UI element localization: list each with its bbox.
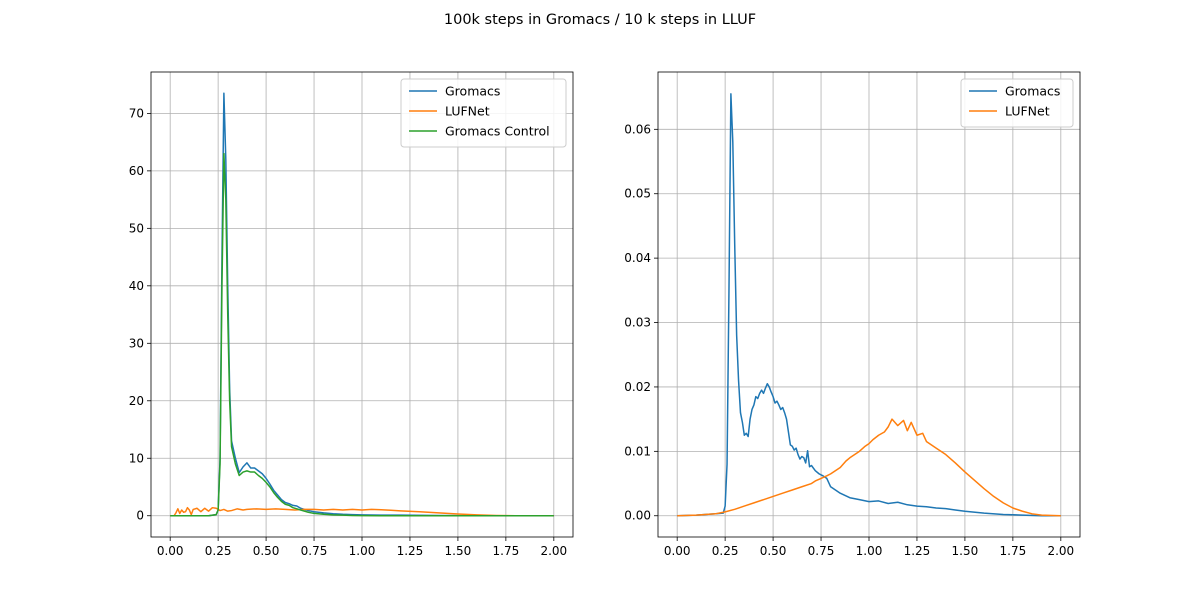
y-tick-label: 50	[129, 221, 144, 235]
x-tick-label: 1.00	[349, 544, 376, 558]
y-tick-label: 0.01	[624, 444, 651, 458]
x-tick-label: 1.25	[397, 544, 424, 558]
series-line-gromacs	[677, 93, 1061, 517]
y-tick-label: 40	[129, 279, 144, 293]
x-tick-label: 0.25	[205, 544, 232, 558]
x-tick-label: 1.50	[445, 544, 472, 558]
y-tick-label: 0	[136, 509, 144, 523]
y-tick-label: 0.03	[624, 316, 651, 330]
legend: Gromacs LUFNet Gromacs Control	[400, 78, 567, 148]
x-tick-label: 0.00	[157, 544, 184, 558]
y-tick-label: 60	[129, 164, 144, 178]
legend-label: Gromacs	[445, 84, 500, 99]
y-tick-label: 10	[129, 451, 144, 465]
x-tick-label: 0.50	[760, 544, 787, 558]
y-tick-label: 0.00	[624, 509, 651, 523]
legend-box	[400, 78, 567, 148]
y-tick-label: 20	[129, 394, 144, 408]
y-tick-label: 0.04	[624, 251, 651, 265]
x-tick-label: 1.75	[1000, 544, 1027, 558]
y-tick-label: 0.06	[624, 122, 651, 136]
x-tick-label: 1.50	[952, 544, 979, 558]
x-tick-label: 0.25	[712, 544, 739, 558]
x-tick-label: 0.75	[808, 544, 835, 558]
x-tick-label: 2.00	[1047, 544, 1074, 558]
y-tick-label: 70	[129, 106, 144, 120]
legend-label: LUFNet	[1005, 104, 1050, 119]
series-line-lufnet	[677, 418, 1061, 517]
legend-label: Gromacs Control	[445, 124, 550, 139]
y-tick-label: 0.05	[624, 187, 651, 201]
x-tick-label: 0.75	[301, 544, 328, 558]
x-tick-label: 1.25	[904, 544, 931, 558]
x-tick-label: 0.00	[664, 544, 691, 558]
x-tick-label: 2.00	[540, 544, 567, 558]
y-tick-label: 0.02	[624, 380, 651, 394]
legend: Gromacs LUFNet	[960, 78, 1074, 128]
x-tick-label: 0.50	[253, 544, 280, 558]
series-line-lufnet	[170, 506, 554, 517]
y-tick-label: 30	[129, 336, 144, 350]
x-tick-label: 1.75	[493, 544, 520, 558]
series-line-gromacs-control	[170, 152, 554, 517]
series-line-gromacs	[170, 92, 554, 517]
right-plot-panel: 0.00 0.25 0.50 0.75 1.00 1.25 1.50 1.75 2.00 0.00…	[624, 71, 1081, 558]
x-tick-label: 1.00	[856, 544, 883, 558]
legend-label: LUFNet	[445, 104, 490, 119]
legend-label: Gromacs	[1005, 84, 1060, 99]
figure-title: 100k steps in Gromacs / 10 k steps in LL…	[444, 12, 756, 28]
left-plot-panel: 0.00 0.25 0.50 0.75 1.00 1.25 1.50 1.75 2.00 0 10 2…	[129, 71, 574, 558]
